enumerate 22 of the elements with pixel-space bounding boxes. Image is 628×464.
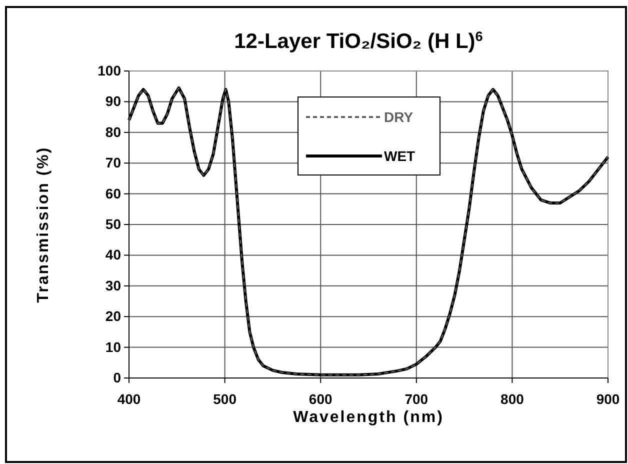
y-tick-label: 50	[105, 216, 122, 232]
text: DRY	[384, 109, 414, 125]
y-tick-label: 40	[105, 246, 122, 263]
y-tick-label: 80	[105, 124, 122, 140]
x-tick-label: 900	[596, 391, 620, 408]
x-tick-label: 600	[308, 391, 332, 408]
y-tick-label: 10	[105, 338, 122, 355]
y-axis-title: Transmission (%)	[35, 146, 52, 303]
x-tick-label: 400	[117, 391, 141, 408]
y-tick-label: 70	[105, 154, 122, 171]
y-tick-label: 30	[105, 277, 122, 294]
text: WET	[384, 148, 416, 164]
chart-title: 12-Layer TiO₂/SiO₂ (H L)$^{6}$	[234, 28, 484, 53]
y-tick-label: 100	[98, 62, 122, 78]
x-tick-label: 500	[213, 391, 237, 408]
x-tick-label: 700	[404, 391, 428, 408]
y-tick-label: 60	[105, 185, 122, 202]
y-tick-label: 90	[105, 93, 122, 110]
y-tick-label: 0	[113, 369, 122, 386]
y-tick-label: 20	[105, 308, 122, 324]
x-tick-label: 800	[500, 391, 524, 408]
x-axis-title: Wavelength (nm)	[293, 409, 444, 426]
